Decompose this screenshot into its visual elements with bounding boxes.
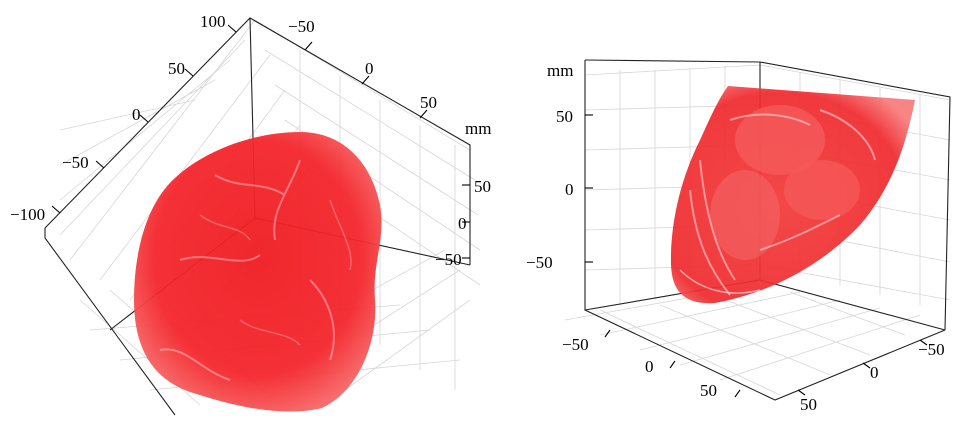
left-axis-b-tick: 50 [420, 93, 437, 112]
right-axis-vertical: mm 50 0 −50 [526, 61, 593, 272]
right-3d-plot: mm 50 0 −50 −50 0 50 −50 0 50 [526, 59, 951, 414]
right-axis-front-tick: 50 [700, 381, 717, 400]
right-axis-front-tick: 0 [645, 357, 654, 376]
left-axis-c: 50 0 −50 [435, 177, 491, 269]
left-axis-b-unit: mm [465, 119, 491, 138]
left-axis-a-tick: −50 [62, 153, 89, 172]
right-axis-side-tick: −50 [918, 340, 945, 359]
left-axis-a-tick: 50 [168, 59, 185, 78]
left-axis-c-tick: 0 [458, 214, 467, 233]
right-volume-object [670, 86, 915, 304]
right-axis-front-tick: −50 [562, 335, 589, 354]
right-axis-vertical-tick: −50 [526, 253, 553, 272]
left-axis-a: 100 50 0 −50 −100 [10, 12, 237, 224]
left-axis-b-tick: −50 [288, 17, 315, 36]
right-axis-side-tick: 50 [800, 395, 817, 414]
right-axis-front: −50 0 50 [562, 329, 741, 400]
left-axis-b-tick: 0 [365, 59, 374, 78]
left-axis-c-tick: −50 [435, 250, 462, 269]
right-axis-side-tick: 0 [870, 363, 879, 382]
right-axis-vertical-tick: 0 [565, 180, 574, 199]
right-axis-side: −50 0 50 [797, 339, 945, 414]
right-axis-vertical-unit: mm [547, 61, 573, 80]
left-volume-object [134, 132, 382, 412]
left-3d-plot: 100 50 0 −50 −100 −50 0 50 mm 50 0 −50 [10, 12, 491, 416]
left-axis-a-tick: 0 [132, 105, 141, 124]
left-axis-b: −50 0 50 mm [288, 17, 491, 138]
left-axis-c-tick: 50 [474, 177, 491, 196]
right-axis-vertical-tick: 50 [556, 107, 573, 126]
left-axis-a-tick: 100 [200, 12, 226, 31]
left-axis-a-tick: −100 [10, 205, 45, 224]
